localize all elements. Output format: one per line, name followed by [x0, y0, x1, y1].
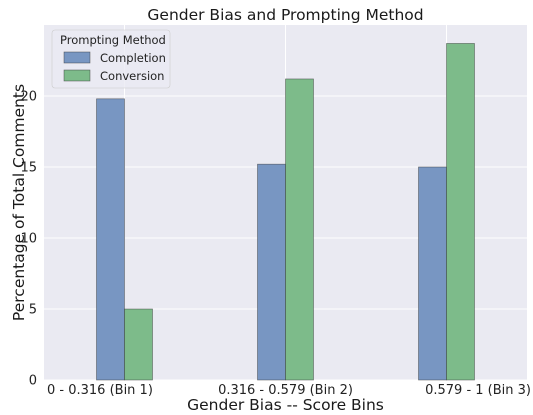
- y-tick-label: 0: [29, 374, 37, 389]
- x-tick-label: 0 - 0.316 (Bin 1): [47, 383, 153, 398]
- x-tick-label: 0.579 - 1 (Bin 3): [425, 383, 531, 398]
- y-axis-title: Percentage of Total Comments: [10, 84, 28, 321]
- y-tick-label: 10: [20, 232, 37, 247]
- chart-title: Gender Bias and Prompting Method: [147, 6, 423, 24]
- bar-conversion-1: [124, 308, 153, 381]
- y-tick-label: 5: [29, 303, 37, 318]
- x-axis-title: Gender Bias -- Score Bins: [187, 396, 384, 414]
- bar-conversion-3: [446, 43, 475, 381]
- bar-completion-2: [257, 163, 286, 381]
- bar-completion-1: [96, 98, 125, 381]
- tick-labels: 0 5 10 15 20 0 - 0.316 (Bin 1) 0.316 - 0.579 (…: [20, 90, 531, 399]
- legend-title: Prompting Method: [60, 33, 166, 47]
- legend-label-conversion: Conversion: [100, 69, 164, 83]
- y-tick-label: 15: [20, 161, 37, 176]
- legend: Prompting Method Completion Conversion: [51, 29, 171, 89]
- y-tick-label: 20: [20, 90, 37, 105]
- legend-items: Completion Conversion: [63, 51, 166, 83]
- legend-swatch-completion: [63, 51, 91, 64]
- bar-completion-3: [418, 166, 447, 381]
- legend-swatch-conversion: [63, 69, 91, 82]
- bars: [96, 43, 475, 381]
- bar-conversion-2: [285, 78, 314, 381]
- x-tick-label: 0.316 - 0.579 (Bin 2): [218, 383, 353, 398]
- legend-label-completion: Completion: [100, 51, 166, 65]
